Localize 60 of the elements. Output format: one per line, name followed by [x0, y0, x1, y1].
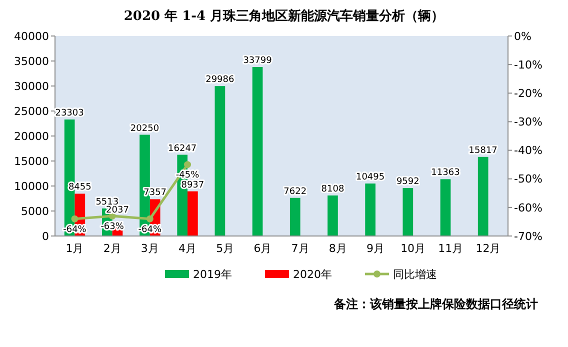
bar — [252, 67, 263, 236]
x-tick-label: 12月 — [476, 242, 501, 255]
y-tick-label: 40000 — [14, 30, 49, 43]
x-tick-label: 9月 — [366, 242, 384, 255]
y-tick-label: 15000 — [14, 154, 49, 168]
y-tick-label: 35000 — [14, 54, 49, 68]
point — [146, 215, 154, 222]
bar — [440, 179, 451, 236]
legend-label: 同比增速 — [393, 268, 437, 281]
bar — [188, 191, 198, 236]
x-tick-label: 8月 — [328, 242, 347, 255]
bar — [478, 156, 488, 236]
bar — [365, 184, 376, 236]
x-tick-label: 2月 — [103, 242, 122, 255]
data-label: 8108 — [321, 184, 344, 194]
y2-tick-label: -70% — [514, 230, 542, 243]
data-label: 11363 — [431, 168, 460, 178]
y2-tick-label: -10% — [514, 58, 542, 72]
data-label: -63% — [100, 222, 124, 232]
legend-label: 2019年 — [193, 268, 232, 281]
data-label: 23303 — [55, 108, 84, 118]
x-tick-label: 1月 — [66, 242, 84, 255]
x-tick-label: 4月 — [178, 242, 197, 255]
point — [184, 161, 192, 168]
y-tick-label: 25000 — [14, 104, 49, 118]
text: 备注：该销量按上牌保险数据口径统计 — [333, 297, 538, 311]
data-label: 16247 — [168, 144, 197, 154]
data-label: -64% — [63, 225, 87, 236]
x-tick-label: 7月 — [291, 242, 310, 255]
data-label: 33799 — [243, 56, 272, 66]
chart-title: 2020 年 1-4 月珠三角地区新能源汽车销量分析（辆） — [124, 8, 444, 24]
data-label: 15817 — [468, 146, 498, 156]
y-tick-label: 10000 — [14, 180, 49, 193]
x-tick-label: 10月 — [400, 242, 426, 255]
data-label: -64% — [138, 225, 162, 236]
x-tick-label: 11月 — [438, 242, 464, 255]
bar — [214, 86, 226, 236]
y2-tick-label: -60% — [514, 201, 542, 214]
bar — [328, 195, 338, 236]
data-label: 7622 — [284, 186, 307, 197]
x-tick-label: 6月 — [254, 242, 272, 255]
y2-tick-label: -30% — [514, 116, 542, 129]
y-tick-label: 5000 — [21, 204, 49, 218]
bar — [402, 188, 414, 236]
y-tick-label: 0 — [42, 230, 49, 243]
y-tick-label: 30000 — [14, 80, 49, 93]
bar — [290, 198, 300, 236]
y2-tick-label: 0% — [514, 30, 532, 43]
point — [71, 215, 78, 222]
y2-tick-label: -20% — [514, 86, 542, 100]
data-label: 10495 — [356, 172, 385, 183]
x-tick-label: 3月 — [140, 242, 159, 255]
data-label: 9592 — [396, 177, 420, 188]
y-tick-label: 20000 — [14, 130, 49, 143]
y2-tick-label: -50% — [514, 172, 542, 186]
data-label: 29986 — [206, 75, 235, 86]
y2-tick-label: -40% — [514, 144, 542, 158]
data-label: 20250 — [130, 124, 160, 134]
x-tick-label: 5月 — [216, 242, 234, 255]
legend-label: 2020年 — [293, 268, 332, 281]
